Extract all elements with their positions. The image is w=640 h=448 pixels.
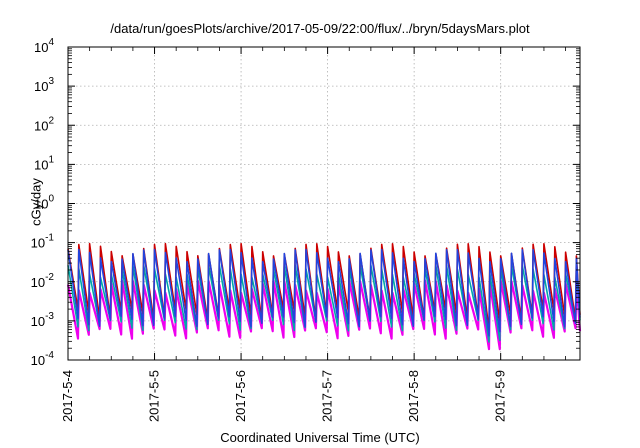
y-tick-label: 10-4	[31, 350, 55, 368]
series-line	[67, 248, 581, 337]
x-tick-label: 2017-5-4	[60, 370, 75, 422]
y-tick-label: 100	[34, 194, 54, 212]
x-ticks: 2017-5-4 2017-5-5 2017-5-6 2017-5-7 2017-5-8…	[60, 47, 566, 422]
y-tick-label: 10-1	[31, 233, 55, 251]
x-tick-label: 2017-5-9	[493, 370, 508, 422]
x-tick-label: 2017-5-6	[233, 370, 248, 422]
chart-title: /data/run/goesPlots/archive/2017-05-09/2…	[110, 21, 530, 36]
y-tick-label: 103	[34, 76, 54, 94]
y-tick-label: 104	[34, 37, 54, 55]
grid	[68, 47, 580, 360]
series-group	[66, 242, 582, 351]
x-tick-label: 2017-5-5	[147, 370, 162, 422]
x-tick-label: 2017-5-8	[406, 370, 421, 422]
y-tick-label: 10-3	[31, 311, 55, 329]
y-tick-label: 101	[34, 154, 54, 172]
y-ticks: 10-4 10-3 10-2 10-1 100 101 102 103 104	[31, 37, 580, 368]
y-tick-label: 102	[34, 115, 54, 133]
y-tick-label: 10-2	[31, 272, 55, 290]
x-tick-label: 2017-5-7	[320, 370, 335, 422]
x-axis-label: Coordinated Universal Time (UTC)	[220, 430, 420, 445]
